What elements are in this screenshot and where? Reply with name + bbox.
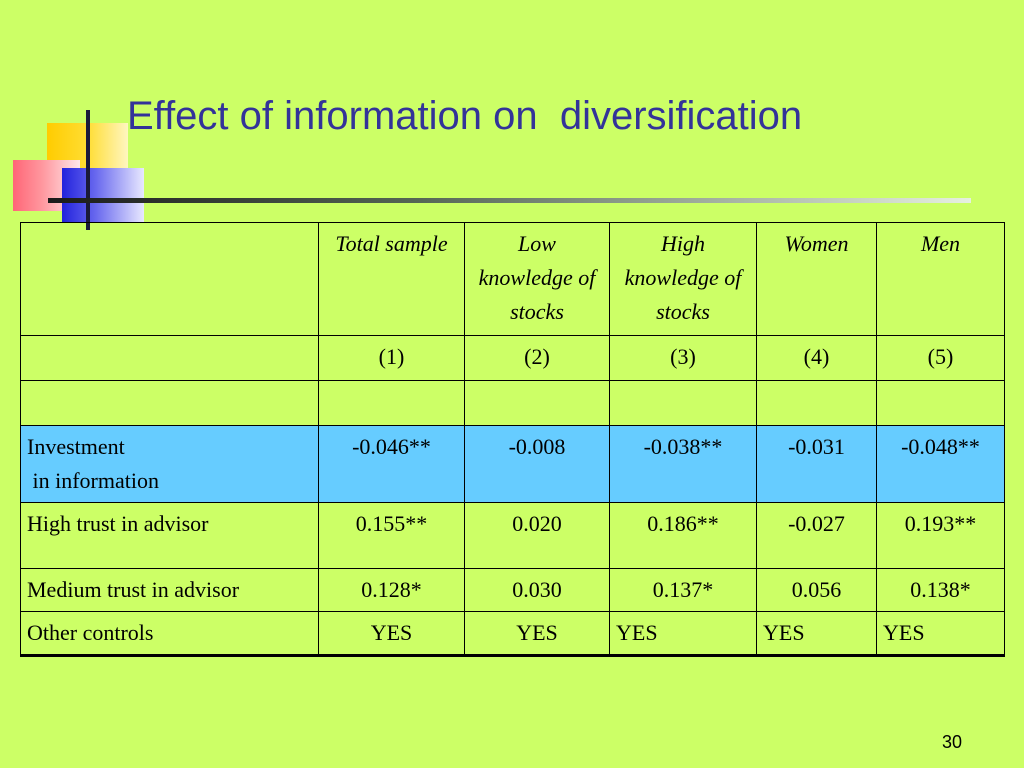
page-number: 30	[941, 732, 962, 752]
table-header-row: Total sample Low knowledge of stocks Hig…	[20, 222, 1005, 336]
table-cell: -0.046**	[318, 425, 465, 503]
table-cell: YES	[464, 611, 610, 657]
column-number: (4)	[756, 335, 877, 381]
column-header: Low knowledge of stocks	[464, 222, 610, 336]
table-cell: 0.020	[464, 502, 610, 569]
table-cell: YES	[756, 611, 877, 657]
empty-cell	[464, 380, 610, 426]
table-cell: YES	[876, 611, 1005, 657]
table-cell: YES	[318, 611, 465, 657]
table-row-other-controls: Other controls YES YES YES YES YES	[20, 611, 1005, 657]
spacer-row	[20, 380, 1005, 426]
column-number-row: (1) (2) (3) (4) (5)	[20, 335, 1005, 381]
header-corner-cell	[20, 222, 319, 336]
empty-cell	[609, 380, 757, 426]
empty-cell	[318, 380, 465, 426]
results-table: Total sample Low knowledge of stocks Hig…	[20, 222, 1005, 657]
decor-blue-square	[62, 168, 144, 222]
table-row-high-trust: High trust in advisor 0.155** 0.020 0.18…	[20, 502, 1005, 569]
empty-cell	[756, 380, 877, 426]
column-number: (3)	[609, 335, 757, 381]
decor-vertical-line	[86, 110, 90, 230]
slide-title: Effect of information on diversification	[127, 94, 803, 138]
column-header: Women	[756, 222, 877, 336]
table-cell: 0.056	[756, 568, 877, 612]
table-cell: -0.048**	[876, 425, 1005, 503]
row-label: Other controls	[20, 611, 319, 657]
column-header: Total sample	[318, 222, 465, 336]
row-label: Medium trust in advisor	[20, 568, 319, 612]
empty-cell	[20, 380, 319, 426]
table-cell: -0.008	[464, 425, 610, 503]
row-label: High trust in advisor	[20, 502, 319, 569]
column-header: High knowledge of stocks	[609, 222, 757, 336]
table-cell: 0.137*	[609, 568, 757, 612]
table-cell: 0.128*	[318, 568, 465, 612]
table-cell: -0.027	[756, 502, 877, 569]
column-number: (1)	[318, 335, 465, 381]
table-cell: 0.193**	[876, 502, 1005, 569]
table-cell: 0.155**	[318, 502, 465, 569]
column-number: (2)	[464, 335, 610, 381]
table-row-medium-trust: Medium trust in advisor 0.128* 0.030 0.1…	[20, 568, 1005, 612]
table-cell: -0.031	[756, 425, 877, 503]
column-number: (5)	[876, 335, 1005, 381]
title-underline	[48, 198, 971, 203]
table-cell: YES	[609, 611, 757, 657]
table-cell: 0.186**	[609, 502, 757, 569]
table-row-investment-in-information: Investment in information -0.046** -0.00…	[20, 425, 1005, 503]
empty-cell	[876, 380, 1005, 426]
table-cell: 0.138*	[876, 568, 1005, 612]
table-cell: -0.038**	[609, 425, 757, 503]
column-header: Men	[876, 222, 1005, 336]
table-cell: 0.030	[464, 568, 610, 612]
empty-cell	[20, 335, 319, 381]
row-label: Investment in information	[20, 425, 319, 503]
